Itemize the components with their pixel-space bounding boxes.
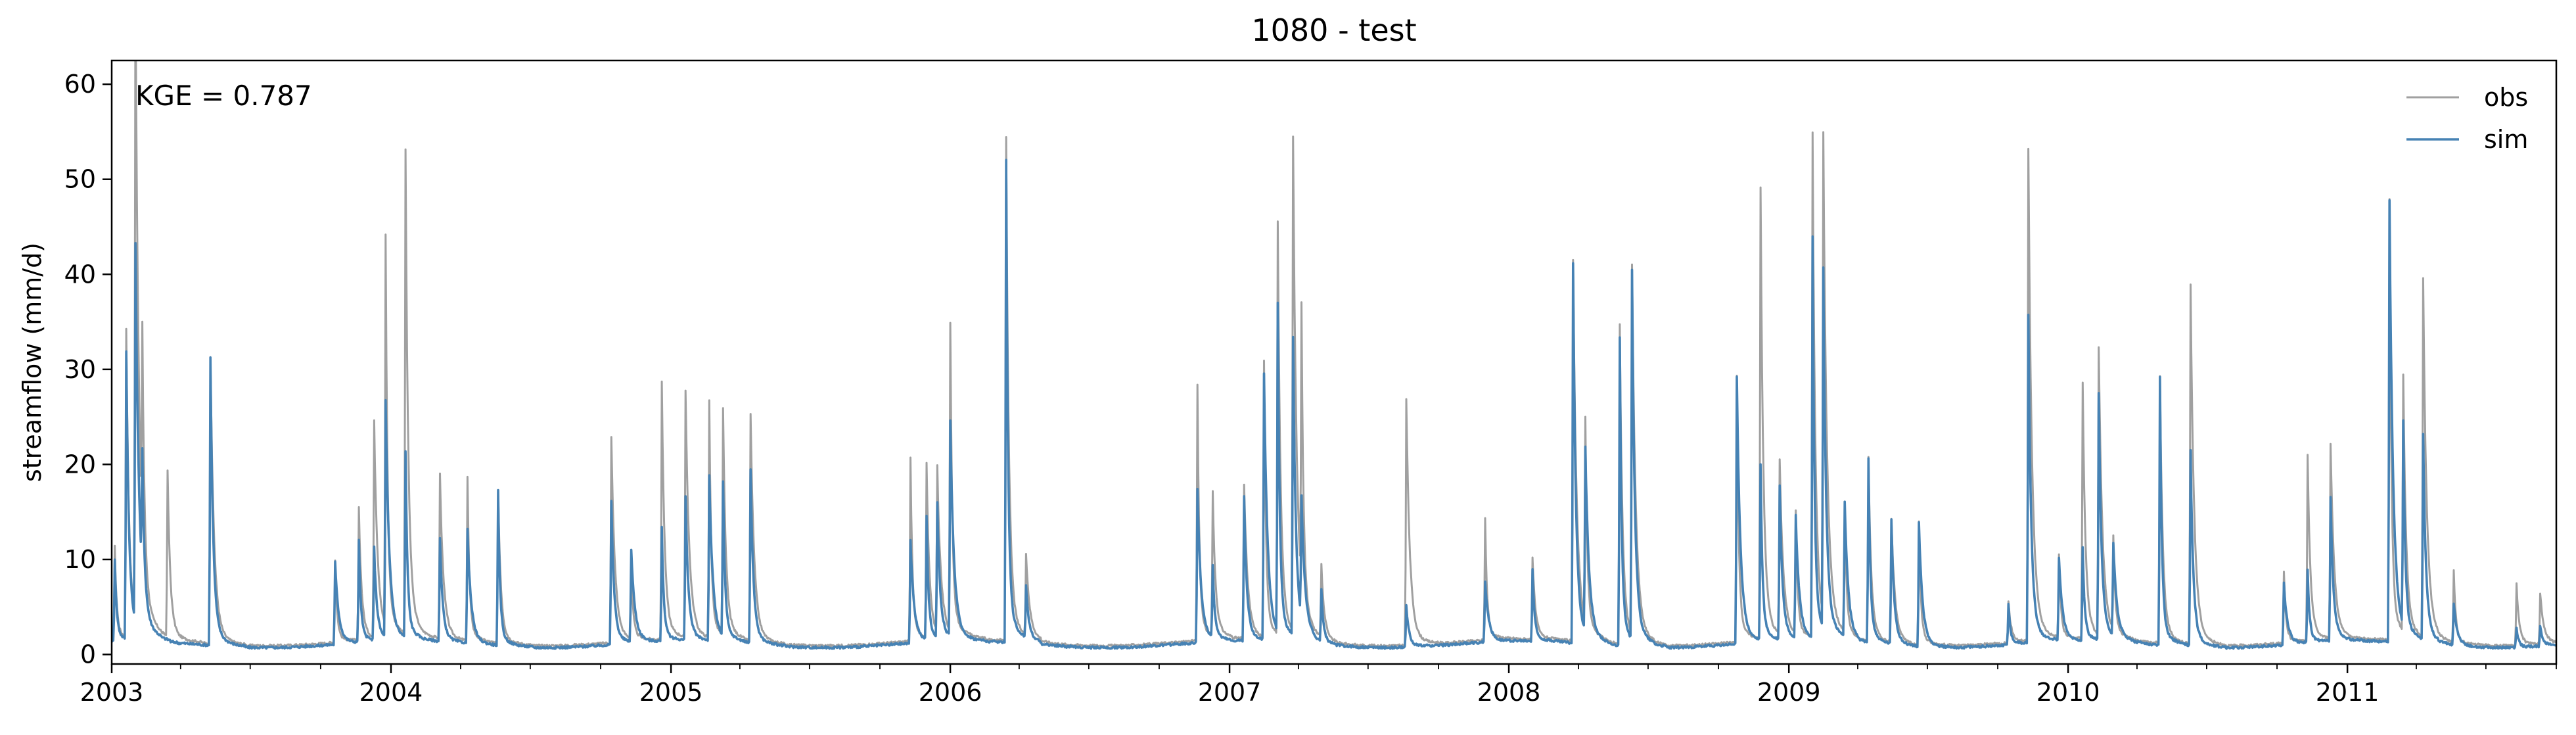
legend: obs sim	[2406, 83, 2528, 154]
y-tick-label-50: 50	[64, 165, 96, 194]
series-line-sim	[112, 158, 2556, 650]
x-tick-label-2009: 2009	[1757, 678, 1821, 707]
y-tick-label-60: 60	[64, 70, 96, 99]
series-layer	[112, 60, 2556, 650]
y-axis: 0 10 20 30 40 50 60	[64, 70, 112, 669]
x-tick-label-2003: 2003	[80, 678, 144, 707]
y-tick-label-20: 20	[64, 450, 96, 479]
series-line-obs	[112, 60, 2556, 648]
y-tick-label-10: 10	[64, 545, 96, 574]
plot-frame	[110, 59, 2558, 665]
x-tick-label-2006: 2006	[919, 678, 982, 707]
x-tick-label-2007: 2007	[1198, 678, 1262, 707]
chart-title: 1080 - test	[1251, 12, 1416, 48]
y-tick-label-0: 0	[80, 640, 96, 669]
y-tick-label-30: 30	[64, 355, 96, 384]
kge-annotation: KGE = 0.787	[135, 80, 312, 112]
x-tick-label-2004: 2004	[359, 678, 423, 707]
x-axis: 2003 2004 2005 2006 2007 2008 2009 2010 2011	[80, 664, 2557, 707]
legend-label-obs: obs	[2484, 83, 2528, 112]
x-tick-label-2005: 2005	[639, 678, 703, 707]
y-axis-label: streamflow (mm/d)	[18, 243, 47, 482]
y-tick-label-40: 40	[64, 260, 96, 289]
x-tick-label-2010: 2010	[2036, 678, 2100, 707]
legend-label-sim: sim	[2484, 125, 2528, 154]
x-tick-label-2008: 2008	[1477, 678, 1541, 707]
x-tick-label-2011: 2011	[2316, 678, 2380, 707]
